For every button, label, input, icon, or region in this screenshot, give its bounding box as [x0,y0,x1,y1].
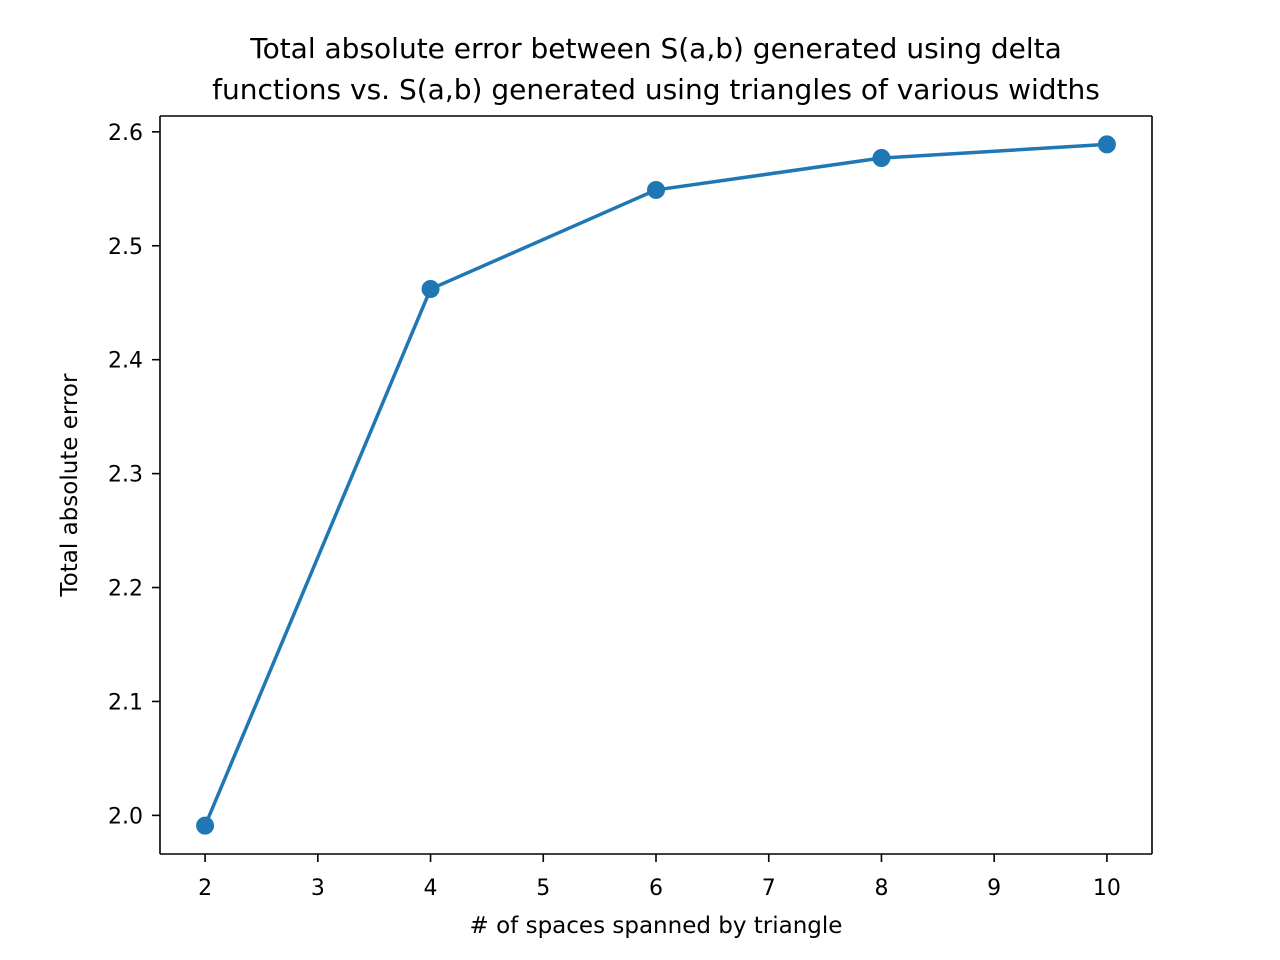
y-tick-label: 2.1 [108,690,143,715]
data-point [872,149,891,168]
y-tick-label: 2.3 [108,463,143,488]
data-point [196,816,215,835]
y-tick-label: 2.5 [108,235,143,260]
data-point [421,280,440,299]
y-axis: 2.0 2.1 2.2 2.3 2.4 2.5 2.6 [108,121,160,829]
y-tick-label: 2.0 [108,804,143,829]
x-tick-label: 6 [649,876,663,901]
x-tick-label: 8 [874,876,888,901]
x-tick-label: 2 [198,876,212,901]
x-axis: 2 3 4 5 6 7 8 9 10 [198,854,1121,901]
x-tick-label: 5 [536,876,550,901]
plot-area [160,116,1152,854]
chart-title-line-2: functions vs. S(a,b) generated using tri… [212,73,1100,106]
x-tick-label: 3 [311,876,325,901]
x-tick-label: 9 [987,876,1001,901]
y-tick-label: 2.6 [108,121,143,146]
y-axis-title: Total absolute error [57,373,83,597]
chart-title-line-1: Total absolute error between S(a,b) gene… [249,32,1062,65]
data-point [647,180,665,199]
x-tick-label: 7 [762,876,776,901]
series-layer [196,135,1116,835]
y-tick-label: 2.2 [108,577,143,602]
y-tick-label: 2.4 [108,349,143,374]
x-tick-label: 4 [424,876,438,901]
x-axis-title: # of spaces spanned by triangle [470,913,843,939]
x-tick-label: 10 [1093,876,1121,901]
chart-title: Total absolute error between S(a,b) gene… [212,32,1100,106]
data-point [1097,135,1116,154]
